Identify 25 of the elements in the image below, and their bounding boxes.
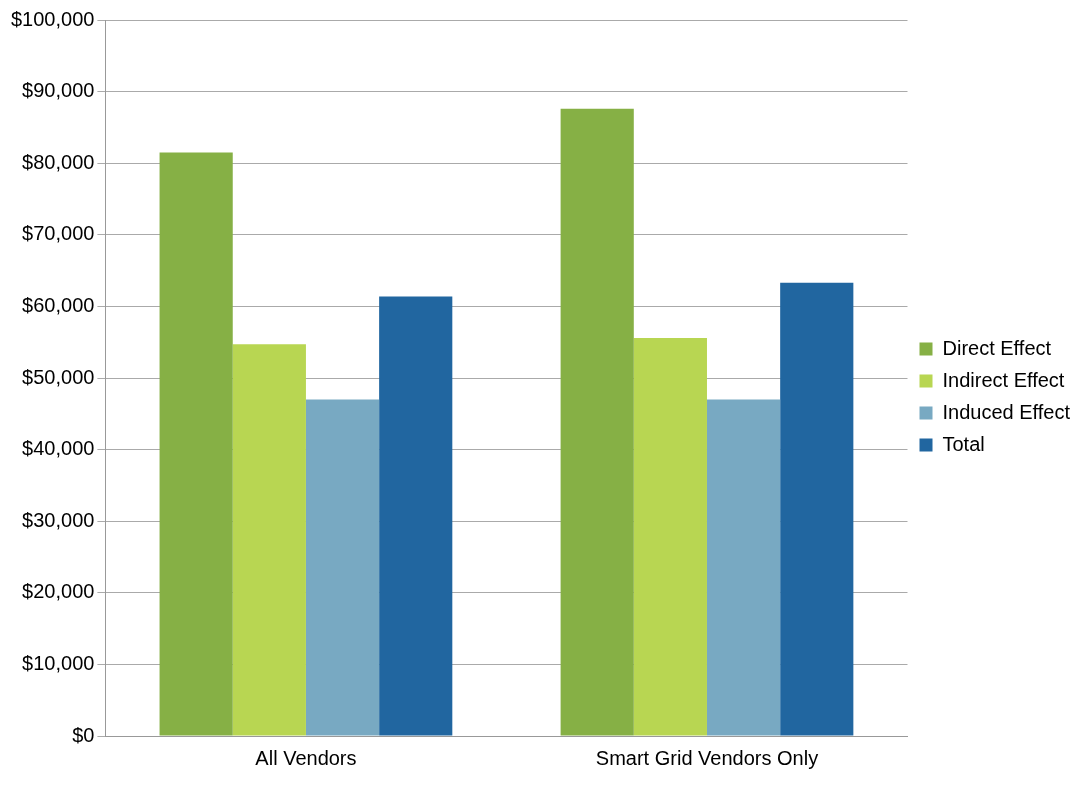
bar <box>305 399 380 736</box>
y-tick-label: $0 <box>72 723 95 746</box>
legend-label: Direct Effect <box>942 336 1052 359</box>
y-tick-label: $20,000 <box>22 580 95 603</box>
bar <box>159 152 233 736</box>
y-tick-label: $10,000 <box>22 651 95 674</box>
bar <box>780 282 854 736</box>
x-tick-label: Smart Grid Vendors Only <box>595 746 819 769</box>
y-tick-label: $90,000 <box>22 79 95 102</box>
bar <box>379 296 453 736</box>
y-tick-label: $50,000 <box>22 365 95 388</box>
legend-label: Indirect Effect <box>942 368 1065 391</box>
x-tick-label: All Vendors <box>255 746 357 769</box>
legend-label: Induced Effect <box>942 400 1071 423</box>
y-tick-label: $70,000 <box>22 222 95 245</box>
bar <box>232 344 306 736</box>
y-tick-label: $30,000 <box>22 508 95 531</box>
bar <box>633 337 707 736</box>
y-tick-label: $40,000 <box>22 437 95 460</box>
y-tick-label: $80,000 <box>22 150 95 173</box>
y-tick-label: $100,000 <box>11 7 95 30</box>
legend-label: Total <box>942 432 985 455</box>
bar <box>706 399 781 736</box>
bar <box>560 108 634 736</box>
y-tick-label: $60,000 <box>22 293 95 316</box>
